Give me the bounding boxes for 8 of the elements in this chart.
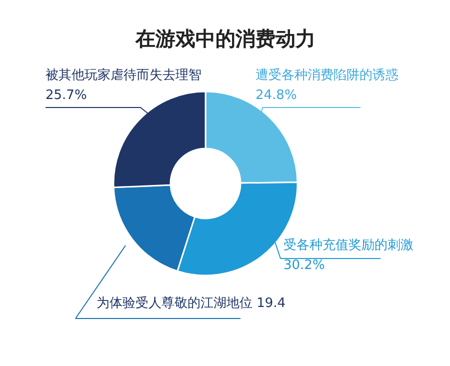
- slice-label: 为体验受人尊敬的江湖地位 19.4: [96, 296, 286, 311]
- slice-label: 受各种充值奖励的刺激: [284, 238, 414, 253]
- data-label: 30.2%: [284, 258, 325, 273]
- chart-title: 在游戏中的消费动力: [134, 26, 316, 50]
- slice-label: 遭受各种消费陷阱的诱惑: [256, 68, 398, 83]
- slice-label: 被其他玩家虐待而失去理智: [46, 67, 202, 83]
- data-label: 24.8%: [256, 88, 297, 103]
- data-label: 25.7%: [46, 88, 87, 103]
